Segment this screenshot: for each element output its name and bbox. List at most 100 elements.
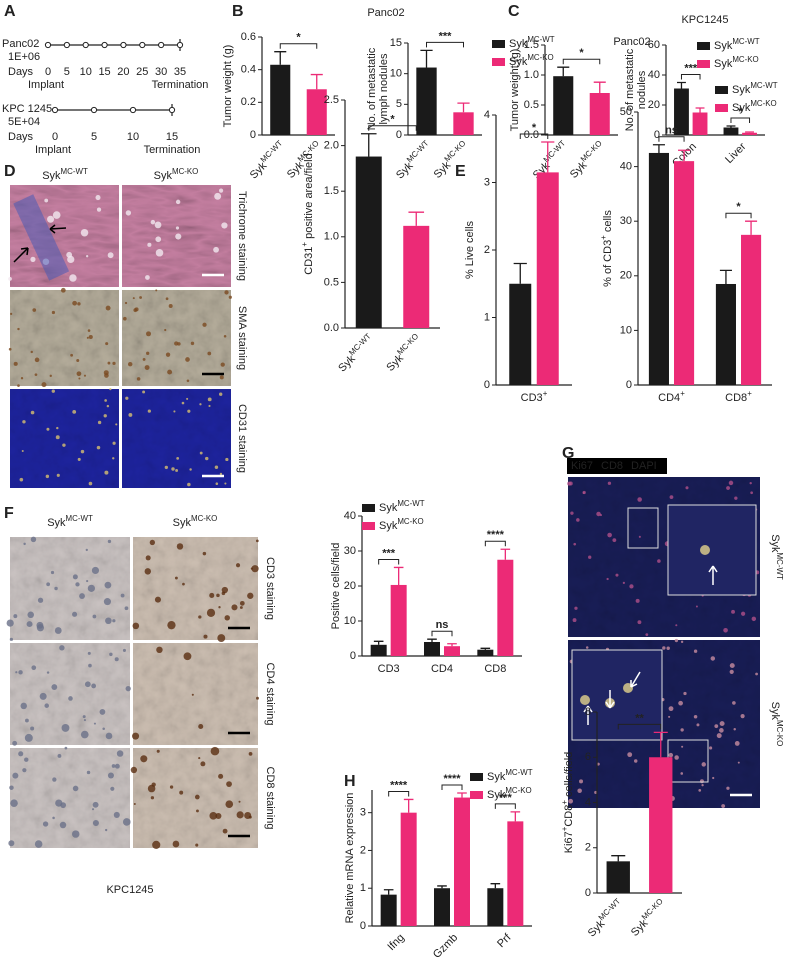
text-part: Syk [732, 84, 751, 96]
legend-label: SykMC-KO [379, 517, 424, 532]
panel-label: H [344, 773, 356, 790]
y-tick-label: 0 [585, 887, 591, 899]
legend-label: SykMC-KO [732, 99, 777, 114]
cell [219, 472, 223, 476]
legend-label: SykMC-KO [714, 55, 759, 70]
cell [39, 692, 47, 700]
cell [224, 482, 227, 485]
cell [701, 784, 704, 787]
y-tick-label: 8 [585, 706, 591, 718]
cell [146, 351, 150, 355]
cell [749, 481, 752, 485]
cell [698, 789, 702, 792]
cell [123, 316, 127, 321]
channel-legend-bg [567, 458, 667, 474]
inset [667, 504, 757, 596]
cell [26, 621, 33, 628]
significance-label: **** [443, 773, 461, 785]
row-label: CD8 staining [264, 767, 276, 830]
error-bar [593, 81, 606, 93]
cell [18, 751, 24, 757]
bar [507, 821, 524, 926]
cell [573, 542, 577, 546]
cell [210, 746, 220, 756]
cell [668, 706, 674, 712]
text-part: Syk [732, 102, 751, 114]
significance-bracket [368, 125, 417, 131]
text-part: MC-WT [347, 331, 373, 357]
cell [42, 821, 49, 827]
cell [19, 477, 24, 482]
text-part: Syk [629, 917, 651, 939]
panel-label: E [455, 163, 466, 180]
error-bar [420, 49, 433, 68]
cell [59, 645, 65, 651]
significance-label: *** [684, 62, 698, 74]
cell [678, 700, 683, 706]
error-bar [427, 638, 437, 642]
text-part: Syk [173, 517, 192, 529]
cell [723, 627, 728, 633]
cell [169, 785, 174, 789]
cell [221, 586, 228, 594]
bar [370, 644, 387, 656]
day-marker [51, 106, 59, 114]
cell [218, 188, 224, 193]
cell [8, 277, 12, 281]
cell [606, 577, 609, 581]
cell [92, 808, 95, 811]
y-tick-label: 50 [620, 106, 632, 118]
cell [683, 691, 687, 696]
error-bar [719, 269, 732, 284]
cell [95, 194, 101, 201]
y-tick-label: 0 [250, 129, 256, 141]
cell [712, 776, 715, 780]
cell [92, 801, 99, 808]
cell [596, 511, 601, 517]
y-tick-label: 0 [396, 129, 402, 141]
start-label: Implant [28, 79, 64, 91]
significance-bracket [426, 41, 464, 48]
significance-label: *** [439, 30, 453, 42]
cell [56, 473, 60, 477]
cell [729, 669, 734, 674]
bar [355, 156, 382, 328]
cell [61, 723, 70, 732]
y-tick-label: 0.4 [241, 64, 256, 76]
cell [701, 762, 706, 767]
cell [165, 352, 171, 357]
y-tick-label: 1 [360, 882, 366, 894]
y-tick-label: 30 [344, 545, 356, 557]
cell [165, 297, 169, 301]
x-tick-label: SykMC-KO [565, 138, 607, 180]
cell [740, 714, 745, 719]
cell [145, 275, 150, 280]
cell [72, 574, 78, 580]
text-part: + [560, 826, 569, 831]
cd8-cell [580, 695, 590, 705]
y-tick-label: 2 [484, 244, 490, 256]
cell [10, 799, 18, 807]
cell [638, 535, 641, 538]
cell [44, 198, 49, 203]
cell [122, 818, 131, 826]
y-tick-label: 20 [620, 270, 632, 282]
cell [105, 732, 113, 740]
significance-bracket [484, 540, 506, 547]
y-tick-label: 20 [344, 580, 356, 592]
panel-title: Panc02 [613, 36, 650, 48]
cell [645, 633, 649, 637]
text-part: Syk [714, 40, 733, 52]
inset [571, 649, 663, 741]
days-label: Days [8, 66, 34, 78]
arrow [49, 224, 67, 234]
cell [666, 646, 670, 650]
day-label: 0 [52, 131, 58, 143]
cell [93, 722, 96, 725]
y-tick-label: 40 [344, 510, 356, 522]
cd8-cell [700, 545, 710, 555]
legend-swatch [362, 522, 375, 530]
text-part: Syk [769, 702, 781, 721]
bar [416, 67, 437, 135]
cell [46, 427, 50, 431]
